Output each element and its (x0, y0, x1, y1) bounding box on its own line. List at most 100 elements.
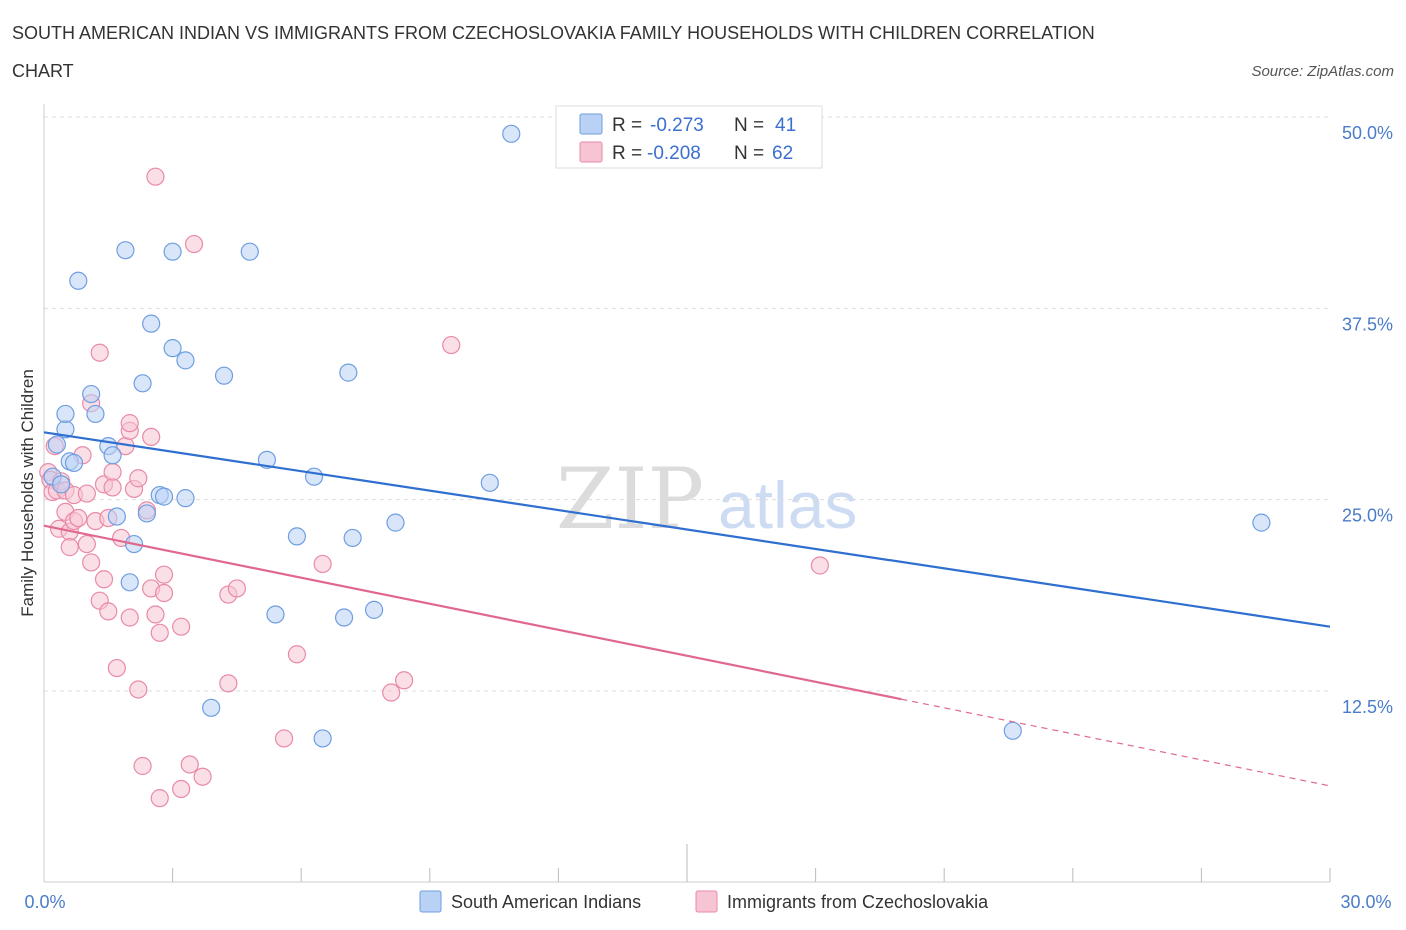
y-axis-label: Family Households with Children (18, 369, 37, 617)
gridlines (44, 116, 1330, 692)
scatter-point-blue (82, 384, 101, 404)
scatter-point-blue (214, 366, 234, 385)
trend-lines (43, 431, 1331, 787)
scatter-point-blue (86, 404, 105, 424)
scatter-point-blue (176, 351, 195, 370)
x-tick-label-max: 30.0% (1340, 892, 1391, 912)
legend-swatch-pink (579, 141, 603, 163)
scatter-point-pink (180, 755, 199, 774)
scatter-point-pink (146, 167, 165, 186)
scatter-point-blue (142, 314, 161, 333)
scatter-point-pink (382, 683, 401, 702)
scatter-point-blue (202, 698, 221, 717)
y-tick-label: 50.0% (1342, 123, 1393, 143)
scatter-point-blue (163, 339, 182, 358)
legend-n-label-pink: N = (734, 143, 764, 164)
x-ticks (172, 844, 1331, 882)
scatter-point-pink (810, 556, 829, 575)
trend-line-blue (43, 431, 1331, 628)
scatter-point-blue (163, 242, 182, 261)
scatter-point-pink (120, 414, 139, 433)
trend-line-pink (43, 524, 902, 701)
scatter-point-pink (150, 789, 169, 808)
scatter-point-blue (64, 453, 84, 473)
scatter-point-blue (364, 600, 384, 619)
series-blue-points (43, 124, 1271, 748)
scatter-point-pink (287, 645, 307, 664)
scatter-point-blue (386, 513, 405, 532)
scatter-point-pink (172, 779, 191, 799)
legend-r-value-pink: -0.208 (647, 143, 701, 164)
scatter-point-blue (56, 404, 75, 424)
y-tick-label: 37.5% (1342, 314, 1393, 334)
scatter-point-pink (172, 617, 191, 636)
scatter-point-pink (133, 756, 152, 776)
bottom-legend-label-pink: Immigrants from Czechoslovakia (727, 892, 989, 912)
scatter-point-blue (480, 473, 499, 492)
scatter-point-blue (287, 527, 307, 546)
scatter-point-pink (120, 608, 139, 627)
scatter-point-blue (339, 363, 358, 382)
scatter-point-blue (1252, 513, 1271, 532)
scatter-point-pink (107, 658, 126, 678)
scatter-point-blue (313, 729, 332, 748)
scatter-point-blue (1003, 721, 1022, 740)
scatter-point-blue (107, 507, 126, 526)
legend-n-value-blue: 41 (775, 115, 796, 136)
legend-n-label-blue: N = (734, 115, 764, 136)
scatter-point-pink (82, 553, 101, 572)
legend-r-label-pink: R = (612, 143, 642, 164)
scatter-point-pink (77, 484, 96, 503)
bottom-legend: South American Indians Immigrants from C… (419, 890, 989, 913)
scatter-point-blue (304, 467, 324, 486)
scatter-point-pink (274, 729, 294, 748)
chart-title-line2: CHART (12, 61, 74, 81)
scatter-point-blue (103, 446, 122, 465)
chart-title-line1: SOUTH AMERICAN INDIAN VS IMMIGRANTS FROM… (12, 23, 1095, 43)
scatter-point-pink (103, 478, 122, 497)
legend-swatch-blue (579, 113, 603, 135)
scatter-point-pink (69, 508, 88, 528)
scatter-point-blue (154, 487, 174, 506)
scatter-point-pink (129, 469, 148, 488)
scatter-point-pink (442, 335, 461, 355)
scatter-point-pink (146, 605, 165, 624)
watermark-atlas: atlas (718, 468, 857, 542)
scatter-point-pink (394, 671, 414, 690)
legend-r-value-blue: -0.273 (650, 115, 704, 136)
bottom-legend-swatch-blue (419, 890, 442, 913)
scatter-point-pink (154, 565, 174, 584)
scatter-point-pink (77, 534, 96, 554)
scatter-point-blue (120, 573, 139, 592)
scatter-point-blue (176, 489, 195, 508)
scatter-point-pink (60, 538, 79, 557)
trend-line-dashed-pink (901, 698, 1331, 787)
scatter-point-pink (227, 579, 246, 598)
legend-r-label-blue: R = (612, 115, 642, 136)
y-tick-label: 12.5% (1342, 697, 1393, 717)
chart-source: Source: ZipAtlas.com (1251, 63, 1394, 80)
scatter-point-blue (47, 435, 66, 454)
scatter-point-pink (103, 463, 122, 482)
scatter-point-blue (334, 608, 354, 627)
scatter-point-pink (219, 674, 238, 693)
scatter-point-pink (313, 554, 332, 574)
scatter-point-blue (343, 528, 362, 548)
x-tick-label-min: 0.0% (24, 892, 65, 912)
scatter-point-pink (154, 583, 174, 603)
scatter-point-blue (69, 271, 88, 290)
scatter-point-pink (90, 343, 109, 362)
scatter-point-pink (150, 623, 169, 642)
scatter-point-blue (240, 242, 259, 261)
scatter-point-pink (184, 234, 204, 254)
scatter-point-blue (266, 605, 285, 624)
scatter-point-blue (133, 374, 152, 393)
y-tick-labels: 12.5% 25.0% 37.5% 50.0% (1342, 123, 1393, 717)
watermark-zip: ZIP (556, 450, 704, 548)
scatter-point-pink (142, 427, 161, 447)
legend: R = -0.273 N = 41 R = -0.208 N = 62 (555, 105, 823, 169)
scatter-point-blue (502, 124, 521, 143)
y-tick-label: 25.0% (1342, 506, 1393, 526)
scatter-point-pink (99, 602, 118, 621)
